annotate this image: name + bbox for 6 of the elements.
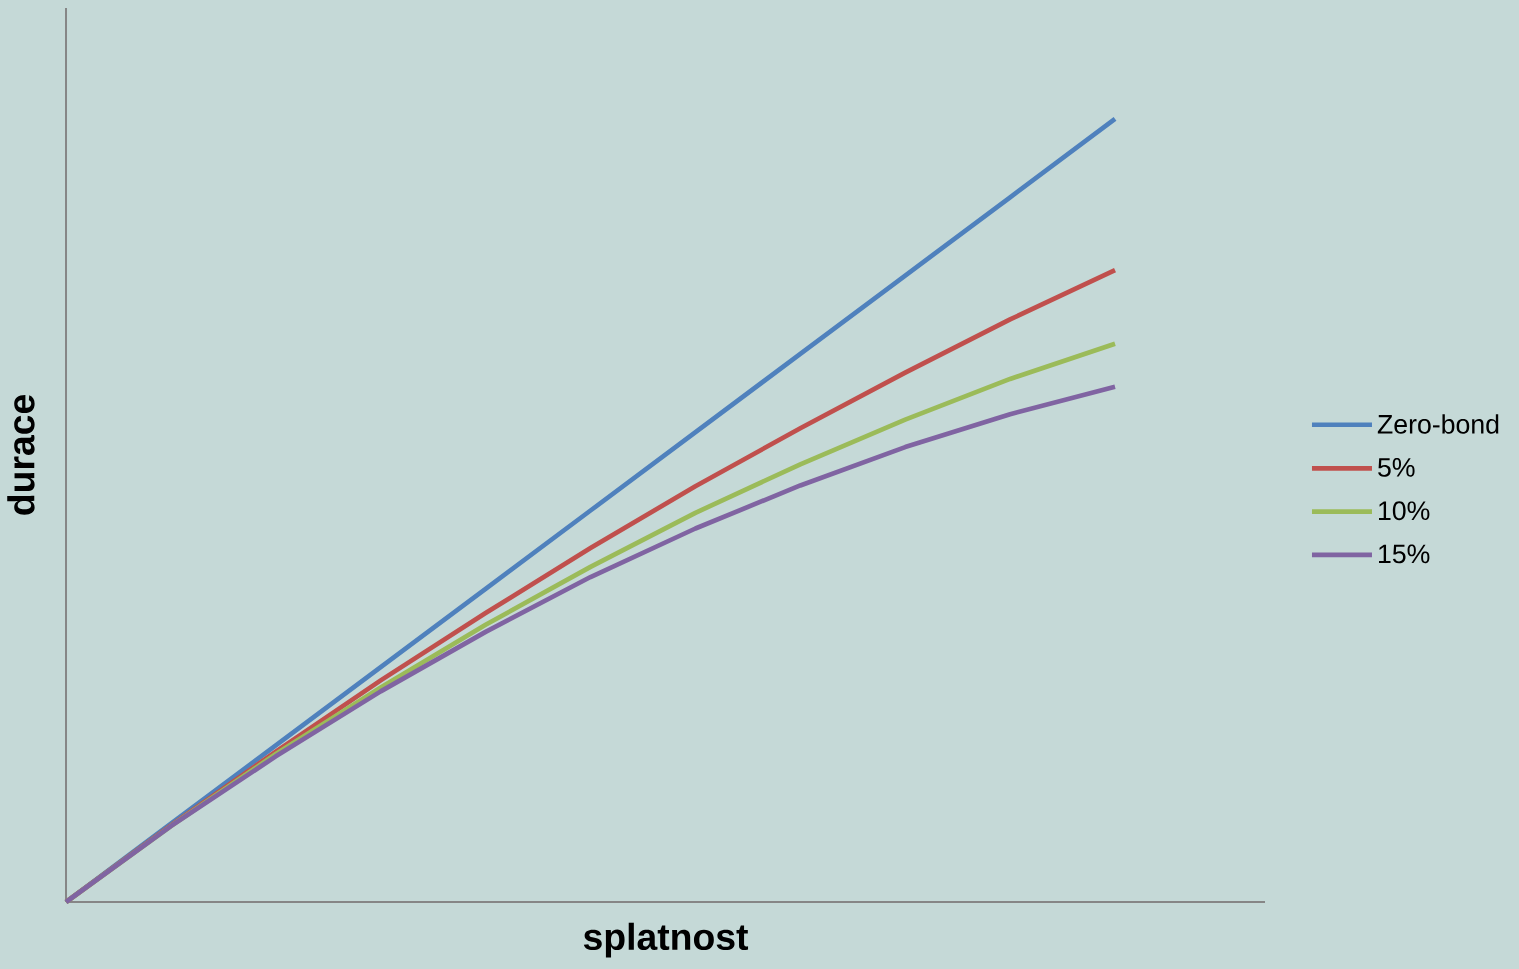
- legend-label: 15%: [1379, 544, 1430, 564]
- y-axis-title: durace: [7, 395, 35, 515]
- legend-label: Zero-bond: [1377, 414, 1499, 434]
- legend-label: 5%: [1378, 458, 1415, 477]
- legend-label: 10%: [1379, 501, 1430, 521]
- x-axis-title: splatnost: [583, 922, 749, 958]
